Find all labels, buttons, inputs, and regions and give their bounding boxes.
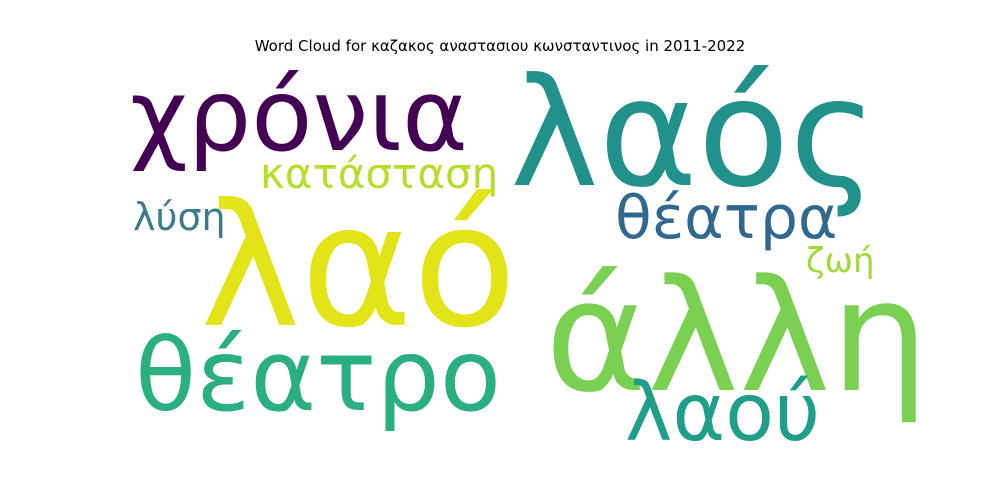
word-katastasi: κατάσταση (260, 149, 498, 198)
chart-title: Word Cloud for καζακος αναστασιου κωνστα… (254, 37, 746, 55)
word-alli: άλλη (545, 246, 929, 427)
word-lao: λαό (200, 168, 517, 366)
word-laos: λαός (510, 47, 877, 221)
word-theatra: θέατρα (615, 183, 837, 253)
word-laou: λαού (625, 366, 820, 459)
word-zoi: ζωή (806, 241, 875, 281)
word-lysi: λύση (133, 195, 226, 239)
word-chronia: χρόνια (130, 57, 468, 174)
word-theatro: θέατρο (135, 317, 501, 434)
